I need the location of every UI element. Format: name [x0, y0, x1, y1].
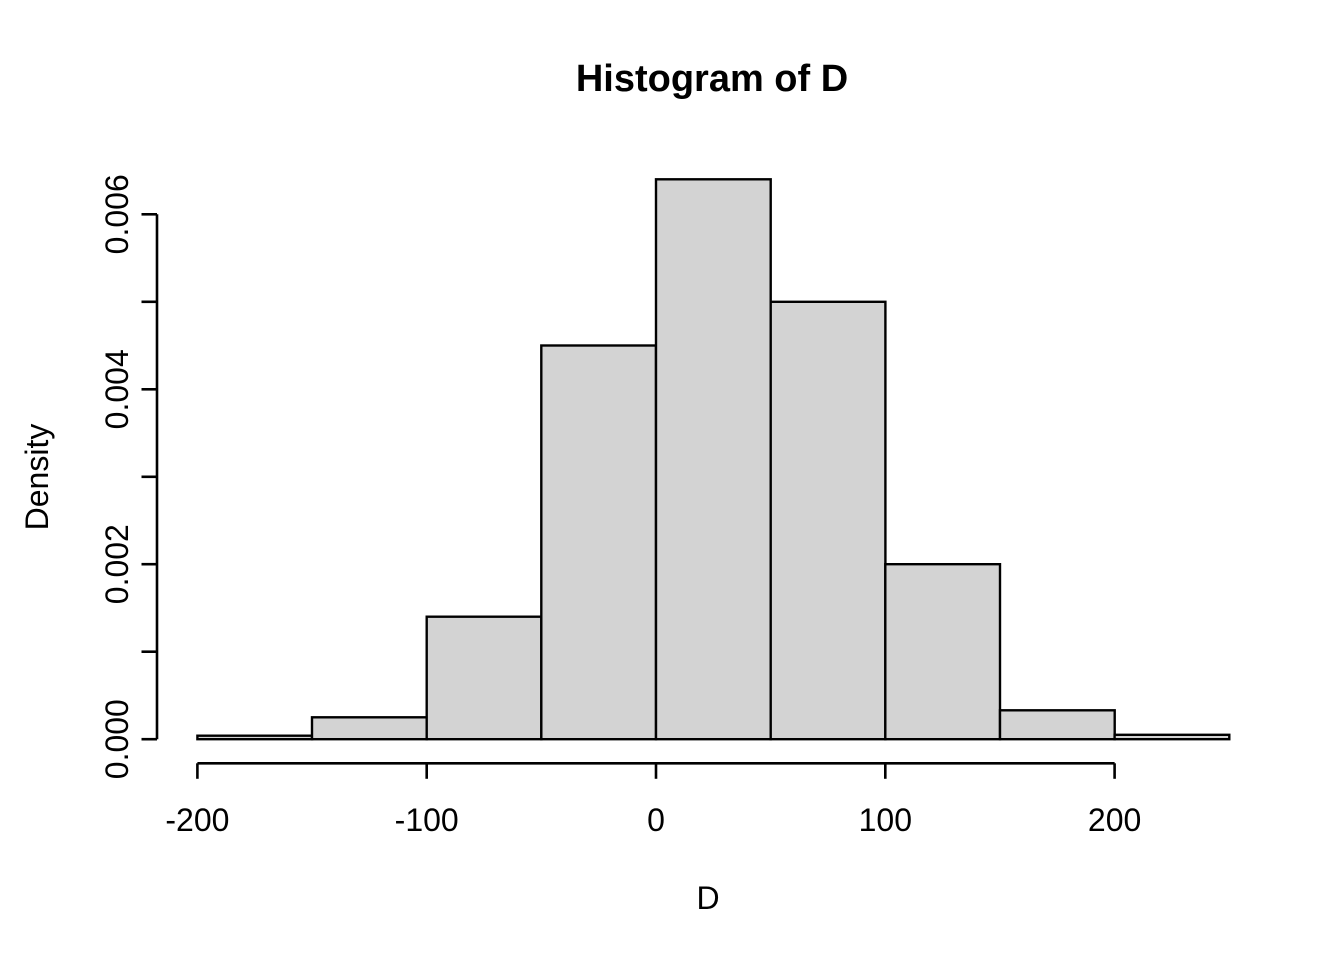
- chart-title: Histogram of D: [576, 58, 848, 100]
- histogram-bar-2: [310, 716, 428, 741]
- histogram-bar-4: [540, 344, 658, 741]
- histogram-bars: [196, 178, 1231, 741]
- histogram-bar-6: [769, 300, 887, 741]
- histogram-bar-3: [425, 615, 543, 741]
- x-tick-label: 200: [1088, 802, 1141, 838]
- x-axis-title: D: [696, 880, 719, 916]
- histogram-bar-1: [196, 734, 314, 741]
- x-tick-label: -100: [395, 802, 459, 838]
- y-tick-label: 0.000: [99, 699, 135, 779]
- y-axis: 0.000 0.002 0.004 0.006: [99, 174, 159, 779]
- x-tick-label: 100: [859, 802, 912, 838]
- x-tick-label: -200: [165, 802, 229, 838]
- histogram-bar-5: [654, 178, 772, 741]
- y-tick-label: 0.004: [99, 349, 135, 429]
- x-axis: -200 -100 0 100 200: [165, 761, 1141, 838]
- y-axis-title: Density: [19, 424, 55, 531]
- histogram-bar-8: [998, 709, 1116, 741]
- y-tick-label: 0.002: [99, 524, 135, 604]
- histogram-bar-7: [884, 563, 1002, 741]
- y-tick-label: 0.006: [99, 174, 135, 254]
- x-tick-label: 0: [647, 802, 665, 838]
- histogram-bar-9: [1113, 733, 1231, 741]
